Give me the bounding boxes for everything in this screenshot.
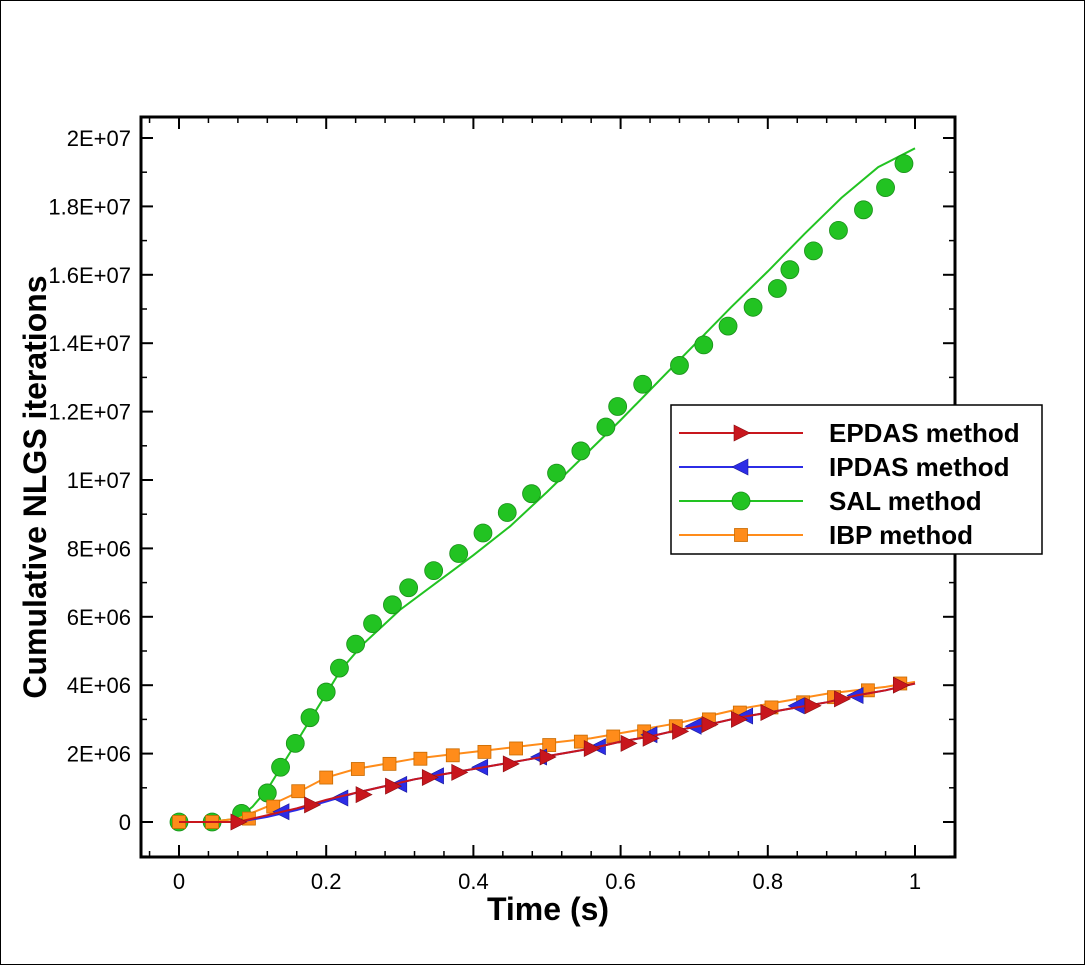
series-point xyxy=(760,704,778,722)
series-point xyxy=(596,417,616,437)
series-point xyxy=(767,279,787,298)
series-point xyxy=(718,316,738,336)
series-point xyxy=(633,374,653,394)
series-point xyxy=(330,658,349,678)
series-point xyxy=(876,178,895,197)
legend-item: EPDAS method xyxy=(679,418,1020,448)
series-point xyxy=(672,722,690,740)
series-point xyxy=(892,676,910,694)
y-tick-label: 2E+07 xyxy=(67,126,131,151)
series-point xyxy=(829,220,848,240)
series-point xyxy=(451,763,469,781)
series-point xyxy=(300,708,320,728)
series-point xyxy=(363,614,382,634)
legend-label: IBP method xyxy=(829,520,973,550)
series-point xyxy=(701,716,719,734)
x-tick-label: 1 xyxy=(909,869,921,894)
series-point xyxy=(413,751,428,766)
series-point xyxy=(542,738,557,752)
series-point xyxy=(424,561,444,581)
series-point xyxy=(421,769,439,787)
series-point xyxy=(694,335,714,355)
legend-label: IPDAS method xyxy=(829,452,1010,482)
series-point xyxy=(894,154,914,174)
series-point xyxy=(385,777,403,795)
series-point xyxy=(642,729,660,747)
series-point xyxy=(854,200,873,220)
axes: 0 0.2 0.4 0.6 0.8 1 0 2E+06 4E+06 6E+06 8E+06 1E+07… xyxy=(48,115,957,894)
y-tick-label: 2E+06 xyxy=(67,742,131,767)
legend-swatch-marker xyxy=(731,458,749,476)
plot-series xyxy=(169,147,916,832)
series-point xyxy=(583,739,601,757)
series-point xyxy=(780,260,800,280)
series-point xyxy=(502,755,520,773)
series-point xyxy=(390,775,408,793)
legend-label: EPDAS method xyxy=(829,418,1020,448)
legend-swatch-marker xyxy=(731,491,751,511)
series-point xyxy=(522,484,541,504)
series-point xyxy=(620,734,638,752)
series-point xyxy=(271,757,290,777)
x-tick-label: 0 xyxy=(173,869,185,894)
series-point xyxy=(670,356,689,375)
legend-box xyxy=(670,404,1043,555)
series-point xyxy=(445,748,460,763)
series-point xyxy=(383,595,402,615)
series-point xyxy=(547,463,566,483)
legend-swatch-marker xyxy=(733,424,751,442)
legend: EPDAS method IPDAS method SAL method IBP me… xyxy=(670,404,1043,555)
series-point xyxy=(804,697,822,715)
series-point xyxy=(804,241,823,261)
series-point xyxy=(477,744,492,759)
series-epdas-method xyxy=(179,676,916,831)
y-axis-title: Cumulative NLGS iterations xyxy=(17,275,53,698)
x-axis-title: Time (s) xyxy=(487,891,609,927)
x-tick-label: 0.6 xyxy=(605,869,636,894)
series-point xyxy=(608,397,628,416)
legend-item: IPDAS method xyxy=(679,452,1010,482)
series-point xyxy=(346,634,366,654)
series-point xyxy=(316,682,336,702)
series-point xyxy=(606,729,621,744)
series-point xyxy=(509,741,523,756)
series-point xyxy=(291,784,306,799)
series-point xyxy=(350,762,365,776)
y-tick-label: 1.2E+07 xyxy=(48,400,131,425)
y-tick-label: 1.6E+07 xyxy=(48,263,131,288)
y-tick-label: 0 xyxy=(119,810,131,835)
series-point xyxy=(449,544,469,563)
series-point xyxy=(319,770,334,785)
legend-item: IBP method xyxy=(679,520,973,550)
series-point xyxy=(571,441,591,461)
series-point xyxy=(285,733,305,753)
series-sal-method xyxy=(169,147,916,832)
legend-label: SAL method xyxy=(829,486,982,516)
series-point xyxy=(743,297,763,317)
legend-swatch-marker xyxy=(734,528,748,542)
series-point xyxy=(539,748,557,766)
y-tick-label: 4E+06 xyxy=(67,673,131,698)
x-tick-label: 0.8 xyxy=(753,869,784,894)
series-point xyxy=(382,756,397,771)
series-point xyxy=(473,523,493,543)
series-point xyxy=(230,813,248,831)
legend-item: SAL method xyxy=(679,486,982,516)
series-point xyxy=(834,690,852,708)
y-tick-label: 1.8E+07 xyxy=(48,194,131,219)
series-point xyxy=(355,786,373,804)
y-tick-label: 1E+07 xyxy=(67,468,131,493)
series-point xyxy=(257,783,277,803)
x-tick-label: 0.2 xyxy=(311,869,342,894)
series-point xyxy=(497,503,517,522)
series-point xyxy=(331,789,349,807)
series-point xyxy=(399,578,419,598)
y-tick-label: 6E+06 xyxy=(67,605,131,630)
y-tick-label: 8E+06 xyxy=(67,536,131,561)
series-point xyxy=(731,710,749,728)
y-tick-label: 1.4E+07 xyxy=(48,331,131,356)
series-point xyxy=(304,796,322,814)
x-tick-label: 0.4 xyxy=(458,869,489,894)
